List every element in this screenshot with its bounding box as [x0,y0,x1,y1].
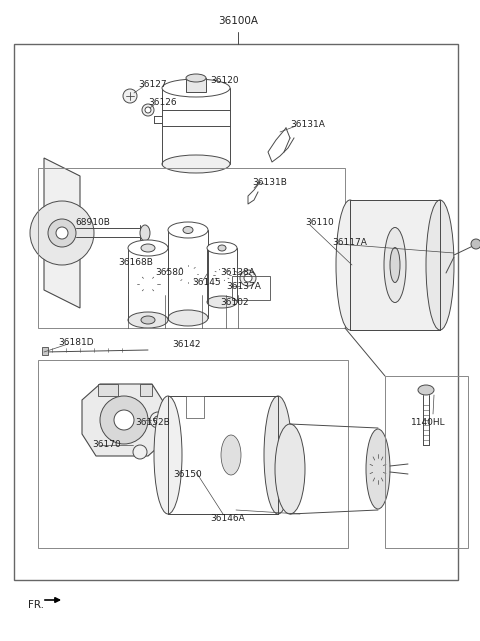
Circle shape [114,410,134,430]
Circle shape [133,445,147,459]
Ellipse shape [162,79,230,97]
Text: 68910B: 68910B [75,218,110,227]
Text: 36168B: 36168B [118,258,153,267]
Text: 36138A: 36138A [220,268,255,277]
Ellipse shape [418,385,434,395]
Bar [350,200,440,330]
Polygon shape [44,158,80,308]
Ellipse shape [336,200,364,330]
Circle shape [150,412,166,428]
Text: 36131A: 36131A [290,120,325,129]
Circle shape [145,107,151,113]
Bar [14,44,458,580]
Circle shape [244,274,252,282]
Text: 36131B: 36131B [252,178,287,187]
Bar [232,276,270,300]
Text: 36152B: 36152B [135,418,170,427]
Bar [42,347,48,355]
Ellipse shape [183,226,193,233]
Ellipse shape [218,245,226,251]
Ellipse shape [207,296,237,308]
Circle shape [240,270,256,286]
Polygon shape [186,396,204,418]
Text: 36110: 36110 [305,218,334,227]
Bar [350,200,440,330]
Bar [168,396,278,514]
Ellipse shape [390,247,400,283]
Circle shape [123,89,137,103]
Bar [98,384,118,396]
Text: 36102: 36102 [220,298,249,307]
Bar [186,78,206,92]
Circle shape [100,396,148,444]
Circle shape [30,201,94,265]
Text: 36146A: 36146A [211,514,245,523]
Bar [38,360,348,548]
Circle shape [154,416,162,424]
Circle shape [142,104,154,116]
Circle shape [48,219,76,247]
Ellipse shape [154,396,182,514]
Ellipse shape [264,396,292,514]
Text: 36117A: 36117A [332,238,367,247]
Ellipse shape [366,429,390,509]
Text: 36100A: 36100A [218,16,258,26]
Ellipse shape [162,155,230,173]
Text: 36580: 36580 [155,268,184,277]
Text: 36142: 36142 [172,340,201,349]
Ellipse shape [275,424,305,514]
Text: 36137A: 36137A [226,282,261,291]
Text: 36145: 36145 [192,278,221,287]
Ellipse shape [168,222,208,238]
Text: 1140HL: 1140HL [411,418,445,427]
Bar [140,384,152,396]
Text: 36150: 36150 [174,470,203,479]
Text: 36181D: 36181D [58,338,94,347]
Ellipse shape [168,310,208,326]
Ellipse shape [426,200,454,330]
Bar [385,376,468,548]
Ellipse shape [128,240,168,256]
Circle shape [56,227,68,239]
Polygon shape [82,384,166,456]
Ellipse shape [140,225,150,241]
Ellipse shape [207,242,237,254]
Circle shape [471,239,480,249]
Text: 36170: 36170 [92,440,121,449]
Text: 36127: 36127 [138,80,167,89]
Text: 36120: 36120 [210,76,239,85]
Text: FR.: FR. [28,600,44,610]
Bar [38,168,345,328]
Ellipse shape [141,244,155,252]
Ellipse shape [186,74,206,82]
Ellipse shape [141,316,155,324]
Ellipse shape [221,435,241,475]
Ellipse shape [128,312,168,328]
Text: 36126: 36126 [148,98,177,107]
Ellipse shape [384,228,406,303]
